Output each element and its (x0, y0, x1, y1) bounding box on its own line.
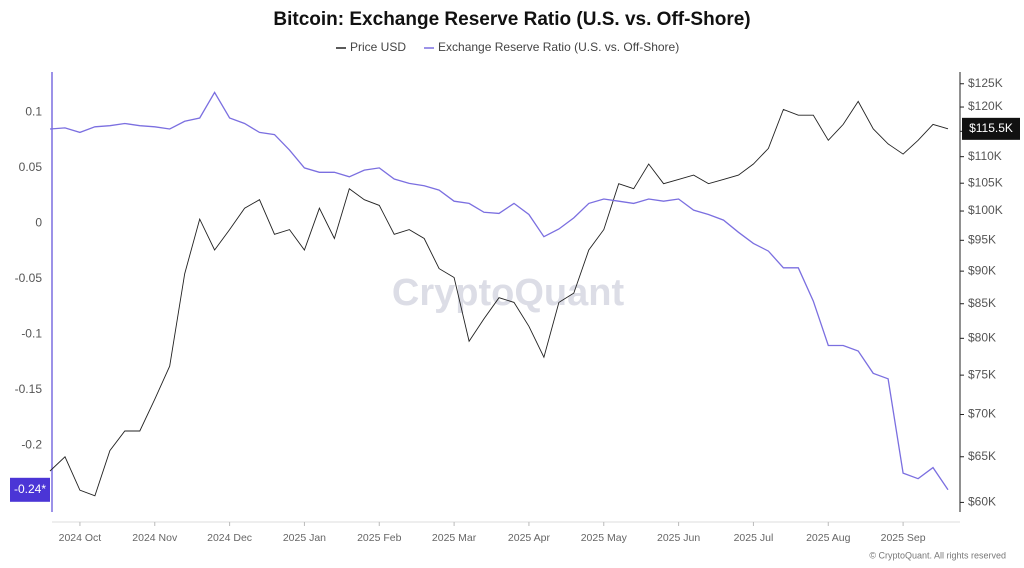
x-tick-label: 2025 Feb (357, 532, 402, 544)
y2-tick-label: $65K (968, 449, 996, 463)
y-tick-label: 0.1 (25, 105, 42, 119)
y2-tick-label: $90K (968, 263, 996, 277)
legend-label: Exchange Reserve Ratio (U.S. vs. Off-Sho… (438, 40, 679, 54)
series-line (49, 91, 949, 491)
end-label-box (962, 117, 1020, 140)
legend-label: Price USD (350, 40, 406, 54)
x-tick-label: 2025 Jul (734, 532, 774, 544)
chart-title: Bitcoin: Exchange Reserve Ratio (U.S. vs… (273, 9, 750, 30)
x-tick-label: 2025 Sep (881, 532, 926, 544)
y-tick-label: -0.1 (21, 327, 42, 341)
y-tick-label: -0.2 (21, 438, 42, 452)
end-label: -0.24* (14, 482, 46, 496)
x-tick-label: 2025 Aug (806, 532, 851, 544)
x-tick-label: 2025 Mar (432, 532, 477, 544)
y2-tick-label: $85K (968, 296, 996, 310)
y-tick-label: 0.05 (19, 160, 43, 174)
y2-tick-label: $60K (968, 495, 996, 509)
y2-tick-label: $80K (968, 330, 996, 344)
x-tick-label: 2025 May (581, 532, 628, 544)
watermark: CryptoQuant (392, 272, 625, 314)
x-tick-label: 2024 Dec (207, 532, 252, 544)
end-label-box (10, 477, 50, 502)
y2-tick-label: $75K (968, 367, 996, 381)
x-tick-label: 2025 Apr (508, 532, 551, 544)
y-tick-label: -0.05 (15, 271, 43, 285)
y2-tick-label: $100K (968, 203, 1003, 217)
x-tick-label: 2025 Jun (657, 532, 700, 544)
y2-tick-label: $110K (968, 149, 1002, 163)
y-tick-label: -0.15 (15, 382, 43, 396)
y2-tick-label: $125K (968, 76, 1003, 90)
y2-tick-label: $120K (968, 99, 1003, 113)
y2-tick-label: $70K (968, 407, 996, 421)
y2-tick-label: $95K (968, 232, 996, 246)
y2-tick-label: $105K (968, 175, 1003, 189)
x-tick-label: 2025 Jan (283, 532, 326, 544)
x-tick-label: 2024 Oct (59, 532, 102, 544)
series-line (49, 100, 949, 497)
credit: © CryptoQuant. All rights reserved (869, 550, 1006, 560)
y-tick-label: 0 (35, 216, 42, 230)
end-label: $115.5K (969, 121, 1013, 135)
x-tick-label: 2024 Nov (132, 532, 178, 544)
